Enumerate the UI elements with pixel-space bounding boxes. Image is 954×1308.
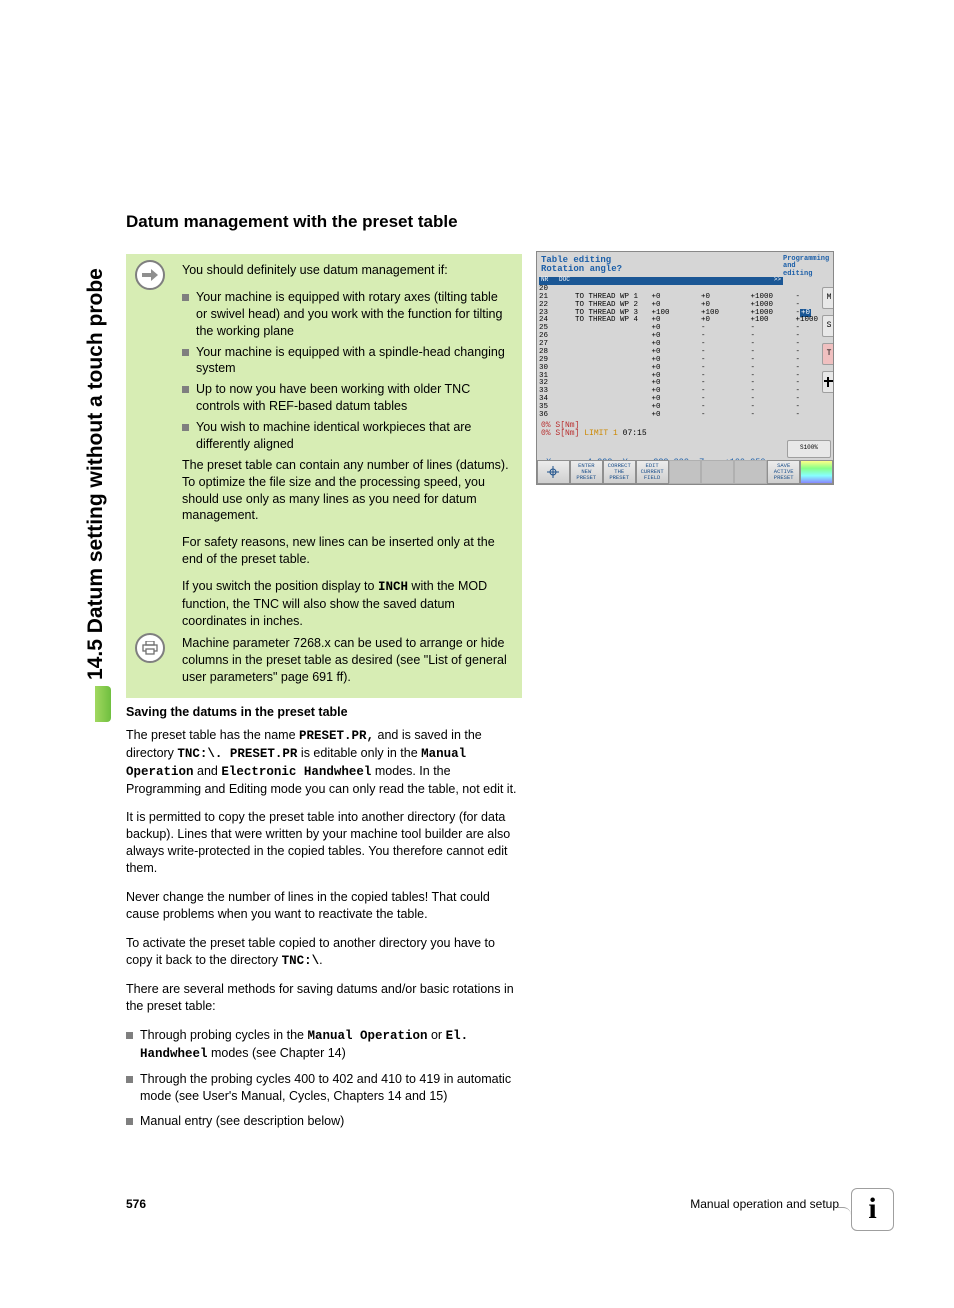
body-paragraph: It is permitted to copy the preset table… [126, 809, 522, 877]
methods-list: Through probing cycles in the Manual Ope… [126, 1027, 522, 1129]
screen-side-buttons: M S T [820, 285, 834, 421]
note-bullet: Your machine is equipped with rotary axe… [182, 289, 510, 340]
methods-item: Manual entry (see description below) [126, 1113, 522, 1130]
side-button-m[interactable]: M [822, 287, 834, 309]
note-box-usage: You should definitely use datum manageme… [126, 254, 522, 642]
softkey-edit-field[interactable]: EDIT CURRENT FIELD [636, 460, 669, 484]
info-icon: i [851, 1188, 894, 1231]
side-button-plus[interactable] [822, 371, 834, 393]
side-button-s[interactable]: S [822, 315, 834, 337]
note-box-parameter: Machine parameter 7268.x can be used to … [126, 627, 522, 698]
plus-icon [823, 376, 834, 388]
side-button-t[interactable]: T [822, 343, 834, 365]
methods-item: Through probing cycles in the Manual Ope… [126, 1027, 522, 1063]
note-paragraph: For safety reasons, new lines can be ins… [182, 534, 510, 568]
body-text-column: Saving the datums in the preset table Th… [126, 704, 522, 1138]
body-paragraph: Never change the number of lines in the … [126, 889, 522, 923]
softkey-save-active-preset[interactable]: SAVE ACTIVE PRESET [767, 460, 800, 484]
printer-icon [135, 633, 165, 663]
crosshair-icon [547, 466, 559, 478]
side-button-s100[interactable]: S100% [787, 440, 831, 458]
page-number: 576 [126, 1196, 146, 1212]
body-paragraph: To activate the preset table copied to a… [126, 935, 522, 970]
tnc-screenshot: Table editing Rotation angle? Programmin… [536, 251, 834, 485]
body-paragraph: There are several methods for saving dat… [126, 981, 522, 1015]
screen-table-rows: 2021 TO THREAD WP 1 +0 +0 +1000 -22 TO T… [537, 285, 820, 421]
softkey-blank [701, 460, 734, 484]
softkey-origin[interactable] [537, 460, 570, 484]
arrow-right-icon [135, 260, 165, 290]
note-bullet: Up to now you have been working with old… [182, 381, 510, 415]
body-paragraph: The preset table has the name PRESET.PR,… [126, 727, 522, 798]
screen-table-header: NR DOC >> [539, 277, 783, 285]
note-paragraph: Machine parameter 7268.x can be used to … [182, 635, 510, 686]
subheading: Saving the datums in the preset table [126, 704, 522, 721]
screen-softkey-row: ENTER NEW PRESET CORRECT THE PRESET EDIT… [537, 460, 833, 484]
softkey-enter-new-preset[interactable]: ENTER NEW PRESET [570, 460, 603, 484]
softkey-correct-preset[interactable]: CORRECT THE PRESET [603, 460, 636, 484]
sidebar-tab-marker [95, 686, 111, 722]
footer-chapter-label: Manual operation and setup [690, 1196, 839, 1212]
page-heading: Datum management with the preset table [126, 211, 458, 234]
note-bullet: Your machine is equipped with a spindle-… [182, 344, 510, 378]
screen-mode-label: Programming and editing [783, 256, 829, 278]
screen-status-lines: 0% S[Nm] 0% S[Nm] LIMIT 1 07:15 [537, 421, 833, 440]
screen-header: Table editing Rotation angle? Programmin… [537, 252, 833, 277]
screen-row: 36 +0 - - - [539, 412, 818, 420]
methods-item: Through the probing cycles 400 to 402 an… [126, 1071, 522, 1105]
sidebar-section-title: 14.5 Datum setting without a touch probe [82, 268, 110, 680]
note-bullet: You wish to machine identical workpieces… [182, 419, 510, 453]
note-paragraph: The preset table can contain any number … [182, 457, 510, 525]
softkey-rainbow[interactable] [800, 460, 833, 484]
note-paragraph: If you switch the position display to IN… [182, 578, 510, 630]
softkey-blank [734, 460, 767, 484]
softkey-blank [669, 460, 702, 484]
note-bullet-list: Your machine is equipped with rotary axe… [182, 289, 510, 453]
note-intro: You should definitely use datum manageme… [182, 262, 510, 279]
